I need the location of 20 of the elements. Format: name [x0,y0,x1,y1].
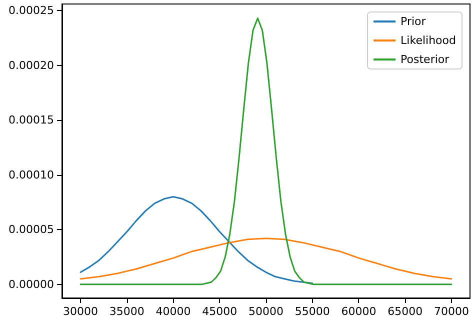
legend-label: Prior [400,15,426,28]
y-tick-label: 0.00020 [8,58,54,72]
x-tick-label: 65000 [388,305,423,318]
x-tick-label: 40000 [156,305,191,318]
legend-label: Posterior [400,53,450,66]
x-tick-label: 55000 [294,305,330,318]
y-tick-label: 0.00005 [8,223,54,236]
x-tick-label: 60000 [341,305,376,318]
x-tick-label: 50000 [248,305,284,318]
x-tick-label: 30000 [63,305,98,318]
y-tick-label: 0.00015 [8,114,54,127]
line-series [80,238,452,280]
x-tick-label: 70000 [434,305,469,318]
y-tick-label: 0.00000 [8,278,54,291]
legend-label: Likelihood [400,34,456,47]
y-tick-label: 0.00025 [8,4,54,18]
x-tick-label: 45000 [202,305,238,318]
line-series [80,196,314,284]
x-tick-label: 35000 [109,305,144,318]
y-tick-label: 0.00010 [8,168,54,182]
